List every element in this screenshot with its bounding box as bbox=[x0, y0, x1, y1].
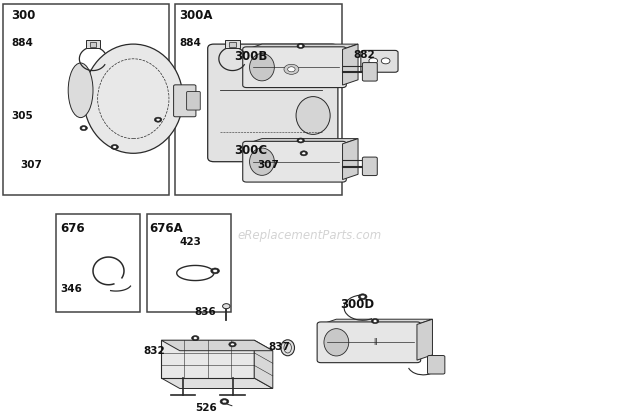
Polygon shape bbox=[321, 319, 433, 324]
Text: eReplacementParts.com: eReplacementParts.com bbox=[238, 229, 382, 241]
Circle shape bbox=[284, 64, 299, 74]
Bar bbox=[147, 214, 231, 312]
Bar bbox=[175, 4, 342, 195]
Circle shape bbox=[373, 320, 377, 323]
Bar bbox=[90, 42, 96, 47]
Circle shape bbox=[80, 126, 87, 131]
Text: 832: 832 bbox=[144, 346, 166, 357]
FancyBboxPatch shape bbox=[208, 44, 338, 162]
Circle shape bbox=[222, 400, 227, 403]
Circle shape bbox=[360, 295, 365, 298]
Polygon shape bbox=[246, 44, 358, 49]
Polygon shape bbox=[342, 139, 358, 179]
Circle shape bbox=[192, 336, 199, 341]
Text: 300B: 300B bbox=[234, 50, 268, 63]
Circle shape bbox=[223, 304, 230, 309]
Circle shape bbox=[156, 118, 160, 121]
Text: 423: 423 bbox=[180, 237, 202, 247]
Bar bbox=[229, 42, 236, 47]
Text: 884: 884 bbox=[179, 38, 201, 48]
Circle shape bbox=[229, 342, 236, 347]
Circle shape bbox=[297, 138, 304, 143]
Circle shape bbox=[299, 45, 303, 47]
Text: 676A: 676A bbox=[149, 222, 182, 235]
Circle shape bbox=[369, 58, 378, 64]
Ellipse shape bbox=[324, 328, 348, 356]
Ellipse shape bbox=[84, 44, 183, 153]
Text: 346: 346 bbox=[60, 284, 82, 294]
Text: 676: 676 bbox=[60, 222, 85, 235]
Text: 526: 526 bbox=[195, 403, 217, 413]
Text: 300C: 300C bbox=[234, 144, 267, 157]
Bar bbox=[56, 214, 140, 312]
Ellipse shape bbox=[281, 340, 294, 356]
FancyBboxPatch shape bbox=[242, 141, 346, 182]
Polygon shape bbox=[161, 378, 273, 388]
Text: 300: 300 bbox=[11, 9, 35, 22]
FancyBboxPatch shape bbox=[174, 85, 196, 117]
Polygon shape bbox=[246, 139, 358, 144]
FancyBboxPatch shape bbox=[428, 355, 445, 374]
Circle shape bbox=[297, 44, 304, 48]
Text: 300D: 300D bbox=[340, 298, 374, 311]
Ellipse shape bbox=[249, 148, 274, 176]
FancyBboxPatch shape bbox=[242, 47, 346, 87]
Text: 837: 837 bbox=[268, 342, 290, 352]
FancyBboxPatch shape bbox=[362, 63, 377, 81]
Text: 836: 836 bbox=[194, 307, 216, 317]
Bar bbox=[86, 40, 100, 48]
Ellipse shape bbox=[68, 63, 93, 118]
FancyBboxPatch shape bbox=[187, 92, 200, 110]
Polygon shape bbox=[161, 340, 273, 351]
Bar bbox=[3, 4, 169, 195]
Circle shape bbox=[288, 67, 295, 72]
Circle shape bbox=[154, 117, 162, 122]
Circle shape bbox=[111, 144, 118, 150]
Ellipse shape bbox=[249, 53, 274, 81]
Circle shape bbox=[82, 127, 86, 129]
Bar bbox=[161, 340, 254, 378]
Text: 307: 307 bbox=[257, 160, 279, 170]
Circle shape bbox=[113, 146, 117, 148]
Circle shape bbox=[300, 151, 308, 156]
Ellipse shape bbox=[296, 97, 330, 134]
Polygon shape bbox=[342, 44, 358, 85]
Circle shape bbox=[193, 337, 197, 339]
Text: 884: 884 bbox=[11, 38, 33, 48]
Text: II: II bbox=[373, 338, 378, 347]
FancyBboxPatch shape bbox=[361, 50, 398, 72]
Circle shape bbox=[299, 139, 303, 142]
Text: 307: 307 bbox=[20, 160, 42, 170]
Circle shape bbox=[213, 269, 218, 273]
Circle shape bbox=[220, 399, 229, 404]
Polygon shape bbox=[254, 340, 273, 389]
FancyBboxPatch shape bbox=[317, 322, 420, 363]
Circle shape bbox=[358, 294, 367, 300]
FancyBboxPatch shape bbox=[362, 157, 377, 176]
Text: 305: 305 bbox=[11, 111, 33, 121]
Text: 300A: 300A bbox=[179, 9, 213, 22]
Circle shape bbox=[381, 58, 390, 64]
Polygon shape bbox=[417, 319, 433, 360]
Circle shape bbox=[302, 152, 306, 155]
Circle shape bbox=[231, 343, 234, 346]
Bar bbox=[225, 40, 240, 48]
Circle shape bbox=[211, 268, 219, 274]
Text: 882: 882 bbox=[353, 50, 375, 60]
Circle shape bbox=[371, 318, 379, 323]
